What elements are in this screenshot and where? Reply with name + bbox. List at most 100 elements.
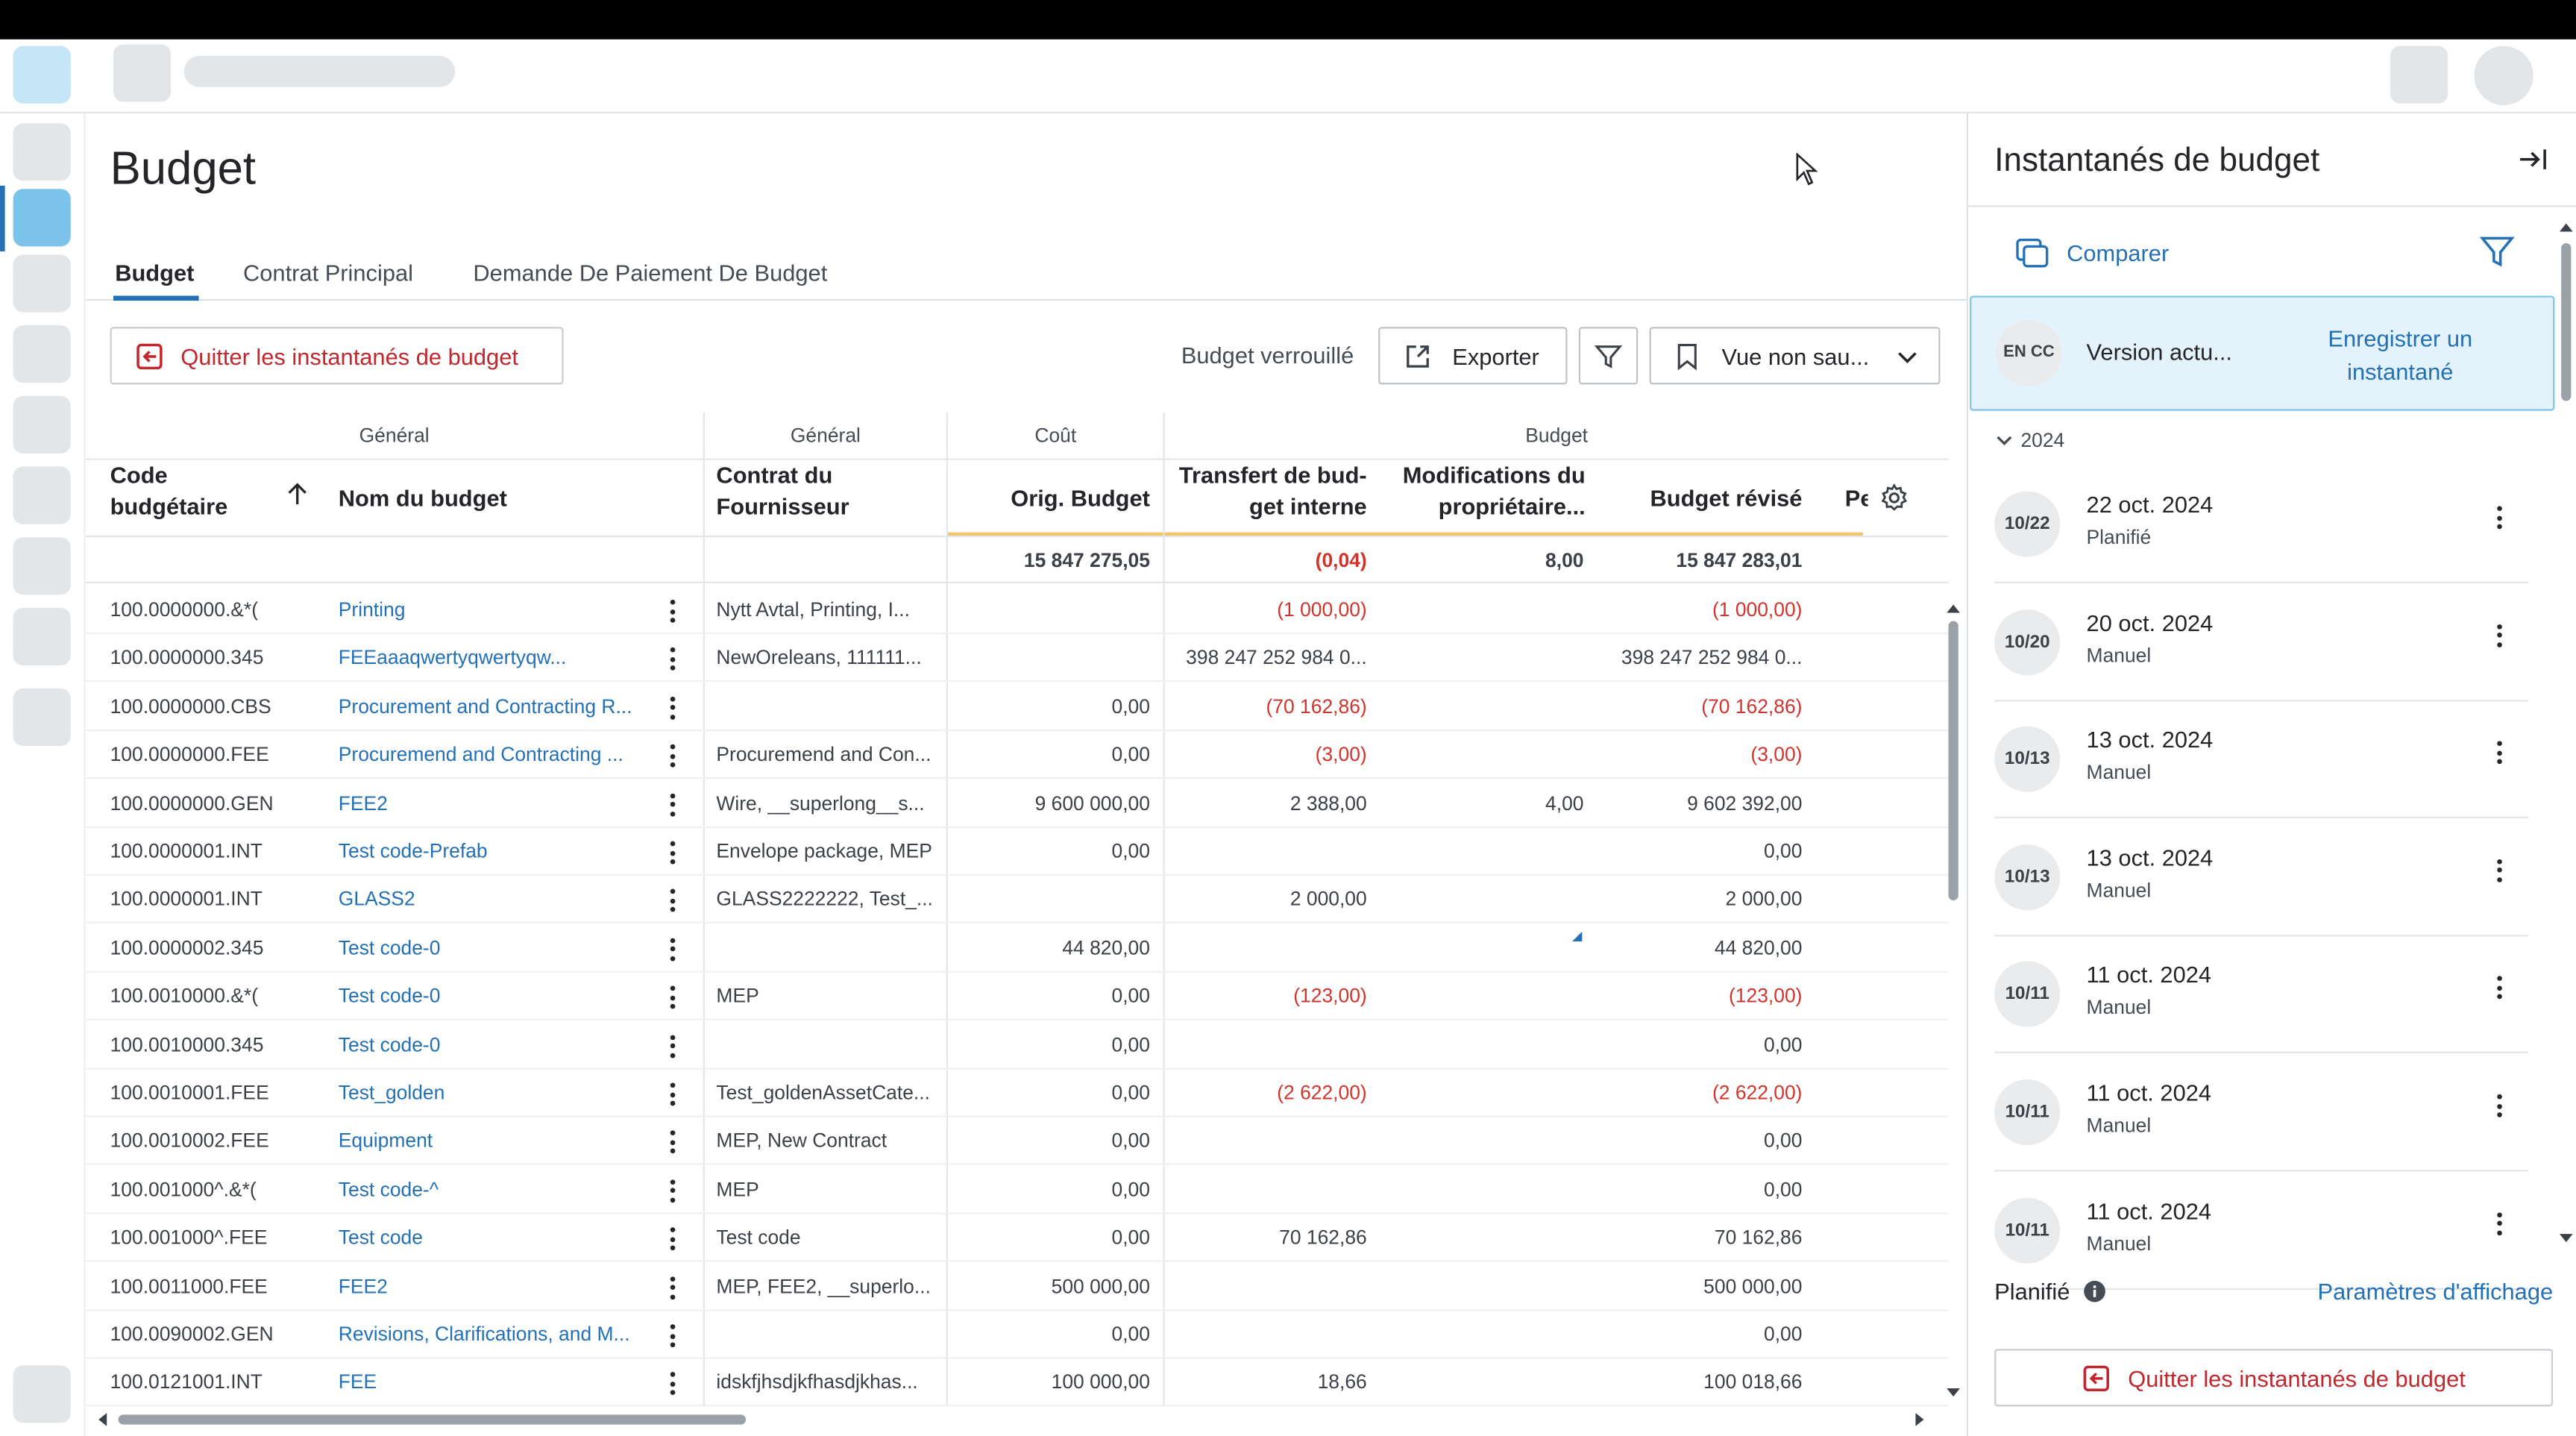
row-more-icon[interactable] — [661, 646, 684, 672]
row-more-icon[interactable] — [661, 743, 684, 769]
snapshot-more-icon[interactable] — [2487, 1210, 2510, 1236]
snapshot-more-icon[interactable] — [2487, 975, 2510, 1001]
snapshot-more-icon[interactable] — [2487, 740, 2510, 766]
row-name-link[interactable]: Test_golden — [338, 1081, 445, 1105]
row-name-link[interactable]: Test code-Prefab — [338, 839, 488, 863]
table-row[interactable]: 100.0000000.CBS Procurement and Contracti… — [85, 683, 1949, 731]
snapshot-more-icon[interactable] — [2487, 504, 2510, 530]
row-more-icon[interactable] — [661, 1032, 684, 1059]
table-row[interactable]: 100.0000001.INT Test code-Prefab Envelope … — [85, 828, 1949, 876]
filter-button[interactable] — [1578, 327, 1639, 385]
table-row[interactable]: 100.0000002.345 Test code-0 44 820,00 44 82… — [85, 925, 1949, 973]
panel-filter-icon[interactable] — [2479, 233, 2515, 269]
row-name-link[interactable]: FEE2 — [338, 791, 388, 815]
panel-scrollbar[interactable] — [2554, 219, 2576, 1247]
panel-exit-snapshots-button[interactable]: Quitter les instantanés de budget — [1994, 1349, 2554, 1407]
row-name-link[interactable]: Revisions, Clarifications, and M... — [338, 1323, 630, 1346]
row-more-icon[interactable] — [661, 1226, 684, 1252]
snapshot-item[interactable]: 10/11 11 oct. 2024 Manuel — [1994, 935, 2529, 1054]
row-more-icon[interactable] — [661, 695, 684, 721]
nav-item-4[interactable] — [13, 325, 71, 383]
save-snapshot-link[interactable]: Enregistrer un instantané — [2328, 325, 2473, 385]
column-header-owner-changes[interactable]: Modifications du propriétaire... — [1383, 460, 1586, 536]
table-row[interactable]: 100.0000001.INT GLASS2 GLASS2222222, Test_… — [85, 877, 1949, 924]
tab-main-contract[interactable]: Contrat Principal — [243, 259, 414, 286]
snapshot-more-icon[interactable] — [2487, 622, 2510, 648]
column-header-name[interactable]: Nom du budget — [339, 460, 667, 536]
nav-item-9[interactable] — [13, 688, 71, 746]
row-name-link[interactable]: FEE — [338, 1370, 377, 1394]
row-more-icon[interactable] — [661, 1081, 684, 1107]
column-header-truncated[interactable]: Pe — [1845, 460, 1868, 536]
table-row[interactable]: 100.0000000.&*(Printing Nytt Avtal, Print… — [85, 586, 1949, 635]
nav-item-6[interactable] — [13, 466, 71, 524]
row-more-icon[interactable] — [661, 1371, 684, 1397]
export-button[interactable]: Exporter — [1378, 327, 1568, 385]
display-settings-link[interactable]: Paramètres d'affichage — [2317, 1278, 2554, 1305]
table-vertical-scrollbar[interactable] — [1942, 597, 1965, 1405]
row-name-link[interactable]: Test code-^ — [338, 1177, 439, 1201]
nav-item-1[interactable] — [13, 123, 71, 181]
table-row[interactable]: 100.0000000.GEN FEE2 Wire, __superlong__s.… — [85, 780, 1949, 828]
info-icon[interactable] — [2083, 1280, 2106, 1303]
header-action-placeholder[interactable] — [2390, 46, 2448, 104]
table-row[interactable]: 100.001000^.&*(Test code-^ MEP 0,00 0,00 — [85, 1166, 1949, 1214]
table-row[interactable]: 100.0010001.FEE Test_golden Test_goldenAss… — [85, 1070, 1949, 1117]
row-more-icon[interactable] — [661, 985, 684, 1011]
row-name-link[interactable]: Test code-0 — [338, 1032, 441, 1056]
nav-item-budget[interactable] — [13, 189, 71, 247]
saved-view-select[interactable]: Vue non sau... — [1649, 327, 1941, 385]
snapshot-item[interactable]: 10/22 22 oct. 2024 Planifié — [1994, 465, 2529, 583]
column-header-revised-budget[interactable]: Budget révisé — [1606, 460, 1803, 536]
snapshot-more-icon[interactable] — [2487, 857, 2510, 883]
snapshot-item[interactable]: 10/13 13 oct. 2024 Manuel — [1994, 818, 2529, 936]
snapshot-item[interactable]: 10/11 11 oct. 2024 Manuel — [1994, 1170, 2529, 1290]
current-version-card[interactable]: EN CC Version actu... Enregistrer un ins… — [1970, 295, 2555, 411]
table-row[interactable]: 100.0010000.&*(Test code-0 MEP 0,00 (123,00… — [85, 973, 1949, 1021]
project-icon-placeholder[interactable] — [113, 44, 172, 102]
row-name-link[interactable]: Test code — [338, 1226, 423, 1250]
collapse-panel-icon[interactable] — [2517, 143, 2550, 176]
table-row[interactable]: 100.001000^.FEE Test code Test code 0,00 70 … — [85, 1214, 1949, 1262]
table-row[interactable]: 100.0010002.FEE Equipment MEP, New Contrac… — [85, 1118, 1949, 1166]
row-name-link[interactable]: Test code-0 — [338, 935, 441, 959]
table-row[interactable]: 100.0010000.345 Test code-0 0,00 0,00 — [85, 1021, 1949, 1069]
table-row[interactable]: 100.0000000.FEE Procuremend and Contracti… — [85, 732, 1949, 780]
snapshot-more-icon[interactable] — [2487, 1093, 2510, 1119]
table-row[interactable]: 100.0090002.GEN Revisions, Clarifications… — [85, 1311, 1949, 1359]
sort-ascending-icon[interactable] — [286, 481, 309, 507]
column-settings-gear-icon[interactable] — [1879, 483, 1909, 513]
nav-item-3[interactable] — [13, 254, 71, 313]
table-row[interactable]: 100.0000000.345 FEEaaaqwertyqwertyqw... Ne… — [85, 635, 1949, 683]
row-name-link[interactable]: FEEaaaqwertyqwertyqw... — [338, 646, 567, 670]
exit-snapshots-button[interactable]: Quitter les instantanés de budget — [110, 327, 564, 385]
compare-button[interactable]: Comparer — [2014, 235, 2169, 271]
row-name-link[interactable]: Equipment — [338, 1129, 433, 1153]
table-horizontal-scrollbar[interactable] — [86, 1408, 1949, 1432]
table-row[interactable]: 100.0121001.INT FEE idskfjhsdjkfhasdjkhas.… — [85, 1359, 1949, 1407]
snapshot-item[interactable]: 10/20 20 oct. 2024 Manuel — [1994, 583, 2529, 701]
snapshot-item[interactable]: 10/13 13 oct. 2024 Manuel — [1994, 700, 2529, 819]
nav-item-8[interactable] — [13, 607, 71, 666]
row-name-link[interactable]: Procuremend and Contracting ... — [338, 742, 623, 766]
nav-item-bottom[interactable] — [13, 1365, 71, 1423]
tab-budget-payment-request[interactable]: Demande De Paiement De Budget — [473, 259, 828, 286]
row-name-link[interactable]: GLASS2 — [338, 888, 415, 912]
row-more-icon[interactable] — [661, 1129, 684, 1156]
row-name-link[interactable]: Procurement and Contracting R... — [338, 695, 632, 718]
row-name-link[interactable]: FEE2 — [338, 1274, 388, 1298]
row-more-icon[interactable] — [661, 839, 684, 865]
row-more-icon[interactable] — [661, 598, 684, 624]
year-group-toggle[interactable]: 2024 — [1994, 424, 2064, 457]
column-header-code[interactable]: Code budgétaire — [110, 460, 266, 536]
tab-budget[interactable]: Budget — [115, 259, 195, 286]
row-more-icon[interactable] — [661, 888, 684, 914]
row-name-link[interactable]: Test code-0 — [338, 984, 441, 1008]
row-more-icon[interactable] — [661, 936, 684, 962]
row-more-icon[interactable] — [661, 791, 684, 818]
table-row[interactable]: 100.0011000.FEE FEE2 MEP, FEE2, __superlo.… — [85, 1263, 1949, 1311]
row-more-icon[interactable] — [661, 1323, 684, 1349]
nav-item-7[interactable] — [13, 537, 71, 595]
avatar[interactable] — [2474, 46, 2533, 105]
app-logo[interactable] — [13, 46, 71, 104]
